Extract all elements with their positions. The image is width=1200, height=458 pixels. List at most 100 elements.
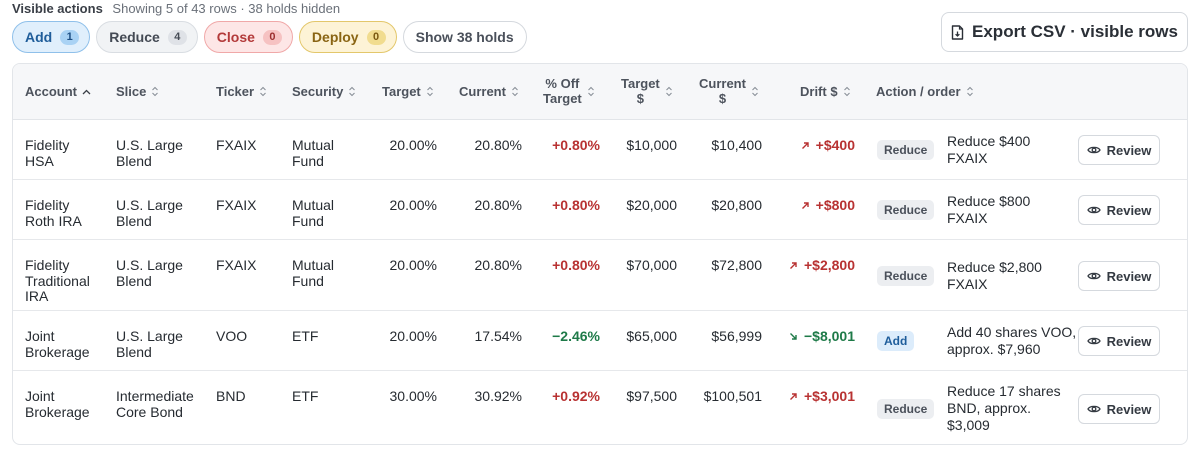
- order-line: Reduce $2,800: [947, 259, 1042, 275]
- slice-line: U.S. Large: [116, 197, 183, 213]
- filter-close-pill[interactable]: Close 0: [203, 21, 293, 53]
- filter-add-count: 1: [60, 29, 80, 45]
- ticker-cell: FXAIX: [216, 197, 257, 213]
- drift-down-arrow-icon: [790, 333, 797, 340]
- account-cell: Fidelity Traditional IRA: [25, 257, 90, 305]
- row-count-summary: Showing 5 of 43 rows · 38 holds hidden: [112, 1, 341, 16]
- order-line: approx. $7,960: [947, 341, 1041, 357]
- security-line: Mutual: [292, 137, 335, 153]
- file-export-icon: [951, 24, 964, 40]
- column-current-usd-line2: $: [718, 91, 727, 106]
- column-header-ticker[interactable]: Ticker: [216, 84, 267, 99]
- drift-cell: +$800: [773, 197, 855, 214]
- security-cell: ETF: [292, 388, 318, 405]
- target-usd-cell: $10,000: [626, 137, 677, 153]
- action-badge: Reduce: [877, 266, 935, 286]
- filter-deploy-label: Deploy: [311, 29, 359, 45]
- drift-value: +$400: [815, 137, 855, 153]
- column-header-current-usd[interactable]: Current $: [699, 76, 759, 106]
- table-row: Joint Brokerage Intermediate Core Bond BND…: [13, 371, 1187, 444]
- review-button[interactable]: Review: [1078, 394, 1160, 424]
- show-holds-button[interactable]: Show 38 holds: [402, 21, 527, 53]
- security-line: Mutual: [292, 257, 335, 273]
- security-line: Mutual: [292, 197, 335, 213]
- eye-icon: [1086, 405, 1101, 413]
- account-line: Joint: [25, 388, 55, 404]
- filter-close-label: Close: [216, 29, 255, 45]
- export-csv-button[interactable]: Export CSV · visible rows: [941, 12, 1188, 52]
- filter-add-pill[interactable]: Add 1: [12, 21, 91, 53]
- slice-line: Blend: [116, 152, 152, 169]
- review-button[interactable]: Review: [1078, 261, 1160, 291]
- target-pct-cell: 20.00%: [389, 137, 437, 153]
- order-line: FXAIX: [947, 276, 988, 292]
- drift-value: +$3,001: [804, 388, 855, 404]
- column-header-off-target[interactable]: % Off Target: [543, 76, 595, 106]
- review-label: Review: [1106, 333, 1152, 349]
- review-button[interactable]: Review: [1078, 135, 1160, 165]
- review-label: Review: [1106, 401, 1152, 417]
- security-line: Fund: [292, 152, 324, 169]
- account-cell: Joint Brokerage: [25, 328, 90, 360]
- order-line: Add 40 shares VOO,: [947, 324, 1077, 340]
- column-header-target-usd[interactable]: Target $: [621, 76, 673, 106]
- slice-line: U.S. Large: [116, 328, 183, 344]
- order-line: BND, approx.: [947, 400, 1032, 416]
- sort-unsorted-icon: [665, 86, 672, 96]
- filter-reduce-pill[interactable]: Reduce 4: [96, 21, 198, 53]
- column-target-usd-line1: Target: [621, 76, 660, 91]
- column-header-account[interactable]: Account: [25, 84, 91, 99]
- off-target-cell: +0.80%: [552, 137, 600, 153]
- action-badge: Add: [877, 331, 915, 351]
- sort-unsorted-icon: [966, 86, 973, 97]
- table-row: Joint Brokerage U.S. Large Blend VOO ETF 2…: [13, 311, 1187, 371]
- review-button[interactable]: Review: [1078, 326, 1160, 356]
- order-line: Reduce 17 shares: [947, 383, 1061, 399]
- order-description: Reduce $800 FXAIX: [947, 193, 1030, 227]
- current-usd-cell: $56,999: [711, 328, 762, 344]
- column-drift-label: Drift $: [800, 84, 838, 99]
- account-cell: Joint Brokerage: [25, 388, 90, 420]
- account-cell: Fidelity HSA: [25, 137, 70, 169]
- security-line: Fund: [292, 272, 324, 289]
- slice-cell: U.S. Large Blend: [116, 137, 183, 169]
- column-header-current[interactable]: Current: [459, 84, 519, 99]
- column-target-usd-label: Target $: [621, 76, 660, 106]
- off-target-cell: +0.92%: [552, 388, 600, 404]
- column-header-target[interactable]: Target: [382, 84, 434, 99]
- sort-unsorted-icon: [512, 86, 518, 97]
- column-header-security[interactable]: Security: [292, 84, 356, 99]
- filter-add-label: Add: [25, 29, 53, 45]
- current-pct-cell: 20.80%: [474, 257, 522, 273]
- filter-deploy-pill[interactable]: Deploy 0: [298, 21, 397, 53]
- account-line: Roth IRA: [25, 212, 82, 229]
- table-row: Fidelity HSA U.S. Large Blend FXAIX Mutual…: [13, 120, 1187, 180]
- order-line: FXAIX: [947, 210, 988, 226]
- slice-line: Blend: [116, 272, 152, 289]
- review-button[interactable]: Review: [1078, 195, 1160, 225]
- current-usd-cell: $20,800: [711, 197, 762, 213]
- column-current-usd-label: Current $: [699, 76, 746, 106]
- filter-reduce-label: Reduce: [109, 29, 160, 45]
- target-usd-cell: $70,000: [626, 257, 677, 273]
- account-line: Fidelity: [25, 137, 70, 153]
- export-csv-label: Export CSV · visible rows: [972, 22, 1178, 41]
- column-off-target-line2: Target: [543, 91, 582, 106]
- target-pct-cell: 20.00%: [389, 197, 437, 213]
- order-line: FXAIX: [947, 150, 988, 166]
- column-ticker-label: Ticker: [216, 84, 255, 99]
- slice-cell: U.S. Large Blend: [116, 328, 183, 360]
- column-header-drift[interactable]: Drift $: [800, 84, 851, 99]
- sort-unsorted-icon: [843, 86, 850, 97]
- target-pct-cell: 20.00%: [389, 328, 437, 344]
- rebalance-table: Account Slice Ticker Security Target Cur…: [12, 63, 1188, 445]
- target-pct-cell: 20.00%: [389, 257, 437, 273]
- account-line: HSA: [25, 152, 54, 169]
- current-pct-cell: 30.92%: [474, 388, 522, 404]
- eye-icon: [1086, 206, 1101, 214]
- security-cell: Mutual Fund: [292, 197, 335, 229]
- drift-up-arrow-icon: [790, 393, 797, 401]
- column-header-action[interactable]: Action / order: [876, 84, 974, 99]
- drift-value: +$800: [815, 197, 855, 213]
- column-header-slice[interactable]: Slice: [116, 84, 159, 99]
